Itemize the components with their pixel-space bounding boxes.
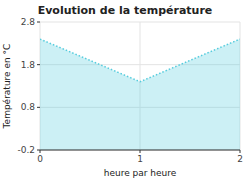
grid	[40, 22, 240, 150]
chart-container: 0 1 2 -0.2 0.8 1.8 2.8 heure par heure Températu…	[0, 0, 250, 188]
x-tick-label: 0	[37, 154, 43, 164]
x-axis-label: heure par heure	[104, 168, 177, 178]
x-tick	[240, 150, 241, 153]
x-tick	[140, 150, 141, 153]
title: Evolution de la température	[38, 4, 213, 17]
y-tick-label: 2.8	[21, 17, 36, 27]
x-tick-label: 2	[237, 154, 243, 164]
y-tick	[37, 107, 40, 108]
y-tick	[37, 150, 40, 151]
y-tick-label: 0.8	[21, 102, 36, 112]
chart-svg: 0 1 2 -0.2 0.8 1.8 2.8 heure par heure Températu…	[0, 0, 250, 188]
y-tick-label: -0.2	[17, 145, 35, 155]
y-axis-label: Température en °C	[2, 44, 12, 130]
y-tick	[37, 22, 40, 23]
ticks: 0 1 2 -0.2 0.8 1.8 2.8	[17, 17, 242, 164]
y-tick	[37, 64, 40, 65]
y-tick-label: 1.8	[21, 60, 36, 70]
area-fill	[40, 39, 240, 150]
data-group	[40, 39, 240, 150]
line	[40, 39, 240, 82]
x-tick-label: 1	[137, 154, 143, 164]
